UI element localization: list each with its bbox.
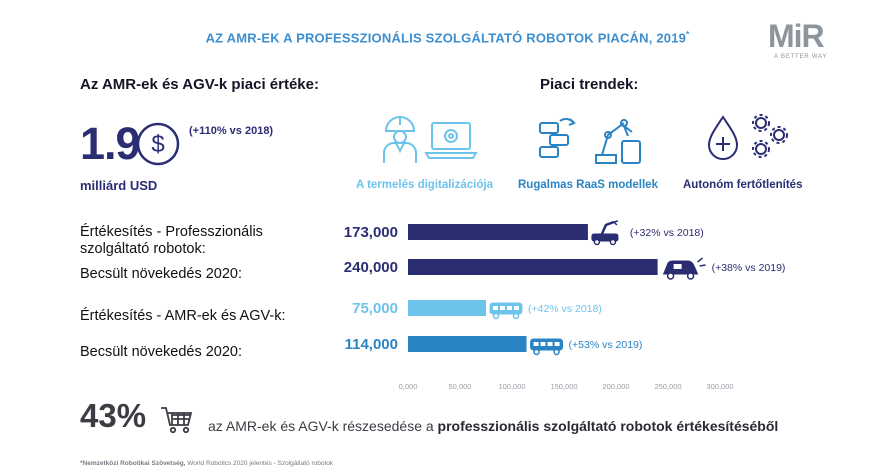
robot-arm-vehicle-icon-0 <box>591 220 619 246</box>
share-text: az AMR-ek és AGV-k részesedése a profess… <box>208 418 778 434</box>
value-label-2: 75,000 <box>352 300 398 317</box>
bar-1 <box>408 259 658 275</box>
dollar-coin-icon: $ <box>135 121 181 167</box>
x-tick-6: 300,000 <box>706 382 733 391</box>
bar-3 <box>408 336 527 352</box>
agv-cart-icon-2 <box>489 302 523 320</box>
row-label-growth-amr: Becsült növekedés 2020: <box>80 344 243 360</box>
x-tick-4: 200,000 <box>602 382 629 391</box>
share-percent: 43% <box>80 397 147 434</box>
value-label-3: 114,000 <box>345 336 398 353</box>
x-tick-2: 100,000 <box>498 382 525 391</box>
market-value-unit: milliárd USD <box>80 178 158 193</box>
svg-text:$: $ <box>151 131 164 158</box>
annotation-1: (+38% vs 2019) <box>712 262 786 274</box>
agv-cart-icon-3 <box>530 338 564 356</box>
row-label-sales-prof-line2: szolgáltató robotok: <box>80 241 206 257</box>
x-tick-1: 50,000 <box>449 382 472 391</box>
disinfection-icon <box>705 111 791 172</box>
robot-arm-icon <box>538 111 648 172</box>
trend-label-raas: Rugalmas RaaS modellek <box>518 179 658 191</box>
market-value-heading: Az AMR-ek és AGV-k piaci értéke: <box>80 76 319 93</box>
x-tick-3: 150,000 <box>550 382 577 391</box>
row-label-sales-prof: Értékesítés - Professzionális szolgáltat… <box>80 224 263 258</box>
shopping-cart-icon <box>160 405 194 440</box>
annotation-2: (+42% vs 2018) <box>528 303 602 315</box>
bar-0 <box>408 224 588 240</box>
share-text-regular: az AMR-ek és AGV-k részesedése a <box>208 418 438 434</box>
trend-label-disinfection: Autonóm fertőtlenítés <box>683 179 803 191</box>
x-tick-0: 0,000 <box>399 382 418 391</box>
value-label-0: 173,000 <box>344 224 398 241</box>
market-value-delta: (+110% vs 2018) <box>189 125 274 137</box>
page-title: AZ AMR-EK A PROFESSZIONÁLIS SZOLGÁLTATÓ … <box>205 30 690 46</box>
logo-text: MiR <box>768 18 825 54</box>
market-value-number: 1.9 <box>80 118 141 169</box>
footnote-source: *Nemzetközi Robotikai Szövetség, <box>80 460 186 467</box>
footnote: *Nemzetközi Robotikai Szövetség, World R… <box>80 460 333 467</box>
annotation-3: (+53% vs 2019) <box>569 339 643 351</box>
value-label-1: 240,000 <box>344 259 398 276</box>
mobile-robot-icon-1 <box>662 257 706 280</box>
trend-label-digitalization: A termelés digitalizációja <box>356 179 493 191</box>
footnote-rest: World Robotics 2020 jelentés - Szolgálta… <box>185 460 334 467</box>
row-label-sales-amr: Értékesítés - AMR-ek és AGV-k: <box>80 308 286 324</box>
share-text-bold: professzionális szolgáltató robotok érté… <box>437 418 779 434</box>
mir-logo: MiR A BETTER WAY <box>768 20 840 68</box>
logo-tagline: A BETTER WAY <box>774 54 828 60</box>
annotation-0: (+32% vs 2018) <box>630 227 704 239</box>
x-tick-5: 250,000 <box>654 382 681 391</box>
row-label-sales-prof-line1: Értékesítés - Professzionális <box>80 224 263 240</box>
row-label-growth-prof: Becsült növekedés 2020: <box>80 266 243 282</box>
worker-laptop-icon <box>378 111 478 172</box>
bar-2 <box>408 300 486 316</box>
trends-heading: Piaci trendek: <box>540 76 639 93</box>
